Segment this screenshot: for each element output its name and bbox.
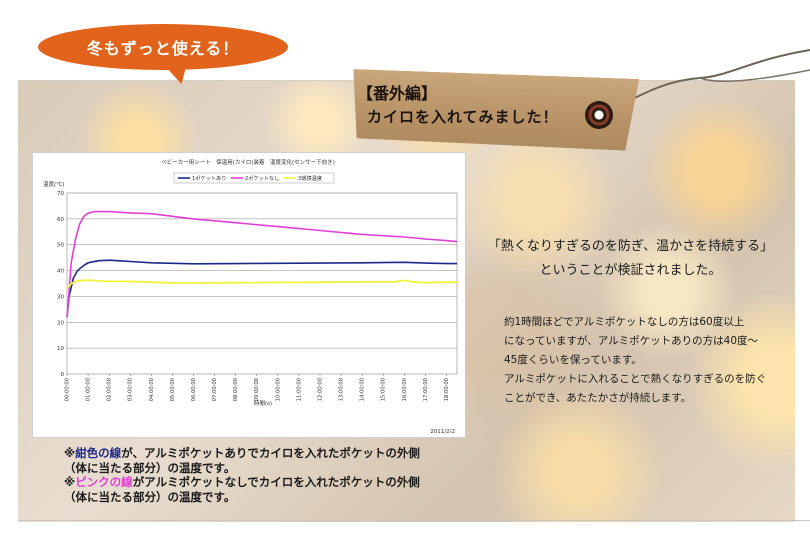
tag-string (609, 49, 810, 111)
series-line (66, 259, 457, 318)
note-1-highlight: 紺色の線 (75, 446, 122, 460)
x-tick-label: 16:00:00 (402, 378, 408, 401)
x-tick-label: 18:00:00 (444, 378, 450, 401)
right-margin (795, 80, 810, 522)
description-text: 約1時間ほどでアルミポケットなしの方は60度以上 になっていますが、アルミポケッ… (504, 313, 794, 408)
panel-bottom-border (18, 520, 810, 521)
chart-y-axis-label: 温度(℃) (43, 180, 64, 188)
legend-label: 2ポケットなし (245, 174, 279, 182)
y-tick-label: 20 (57, 320, 64, 326)
x-tick-label: 06:00:00 (191, 378, 197, 401)
x-tick-label: 00:00:00 (65, 378, 71, 401)
callout-line-2: ということが検証されました。 (539, 263, 722, 278)
temperature-chart: ベビーカー用シート 保温用(カイロ)装着 温度変化(センサー下向き) 温度(℃)… (32, 152, 466, 438)
note-2-highlight: ピンクの線 (75, 475, 133, 489)
x-tick-label: 07:00:00 (212, 378, 218, 401)
plot-area (66, 192, 458, 375)
chart-x-axis-label: 時間(s) (254, 399, 272, 407)
y-tick-label: 60 (57, 217, 64, 223)
y-tick-label: 30 (57, 294, 64, 300)
legend-label: 1ポケットあり (192, 174, 226, 182)
x-tick-label: 02:00:00 (107, 378, 113, 401)
x-tick-label: 01:00:00 (86, 378, 92, 401)
chart-title: ベビーカー用シート 保温用(カイロ)装着 温度変化(センサー下向き) (161, 158, 335, 166)
x-tick-label: 11:00:00 (296, 378, 302, 401)
chart-svg: ベビーカー用シート 保温用(カイロ)装着 温度変化(センサー下向き) 温度(℃)… (43, 158, 458, 435)
note-2-line-2: （体に当たる部分）の温度です。 (64, 489, 236, 504)
y-tick-label: 10 (57, 346, 64, 352)
x-tick-label: 08:00:00 (233, 378, 239, 401)
note-1-prefix: ※ (64, 446, 76, 460)
speech-bubble: 冬もずっと使える！ (38, 24, 288, 70)
note-2-rest: がアルミポケットなしでカイロを入れたポケットの外側 (132, 475, 420, 489)
y-tick-label: 50 (57, 243, 64, 249)
legend-box (173, 172, 335, 184)
note-1-rest: が、アルミポケットありでカイロを入れたポケットの外側 (121, 446, 420, 460)
y-tick-label: 40 (57, 269, 64, 275)
description-line: 45度くらいを保っています。 (504, 354, 642, 366)
series-line (66, 279, 457, 290)
tag-heading: 【番外編】 (357, 84, 438, 103)
tag-grommet-icon (585, 101, 613, 129)
description-line: 約1時間ほどでアルミポケットなしの方は60度以上 (504, 316, 745, 328)
note-2-line-1: ※ピンクの線がアルミポケットなしでカイロを入れたポケットの外側 (64, 475, 484, 490)
series-line (66, 210, 458, 318)
speech-bubble-text: 冬もずっと使える！ (86, 39, 240, 58)
y-tick-label: 70 (57, 191, 64, 197)
callout-text: 「熱くなりすぎるのを防ぎ、温かさを持続する」 ということが検証されました。 (458, 235, 803, 283)
chart-notes: ※紺色の線が、アルミポケットありでカイロを入れたポケットの外側 （体に当たる部分… (64, 446, 484, 504)
description-line: ことができ、あたたかさが持続します。 (504, 392, 692, 404)
x-tick-label: 12:00:00 (317, 378, 323, 401)
x-tick-label: 13:00:00 (339, 378, 345, 401)
x-tick-label: 14:00:00 (360, 378, 366, 401)
description-line: アルミポケットに入れることで熱くなりすぎるのを防ぐ (504, 373, 767, 385)
description-line: になっていますが、アルミポケットありの方は40度～ (504, 335, 759, 347)
x-tick-label: 17:00:00 (423, 378, 429, 401)
x-tick-label: 05:00:00 (170, 378, 176, 401)
callout-line-1: 「熱くなりすぎるのを防ぎ、温かさを持続する」 (487, 239, 774, 254)
tag-subheading: カイロを入れてみました！ (367, 108, 559, 126)
x-tick-label: 09:00:00 (254, 378, 260, 401)
note-1-line-2: （体に当たる部分）の温度です。 (64, 460, 236, 475)
x-tick-label: 03:00:00 (128, 378, 134, 401)
note-1-line-1: ※紺色の線が、アルミポケットありでカイロを入れたポケットの外側 (64, 446, 484, 461)
x-tick-label: 10:00:00 (275, 378, 281, 401)
y-tick-label: 0 (61, 372, 65, 378)
legend-label: 3環境温度 (298, 174, 322, 182)
note-2-prefix: ※ (64, 475, 76, 489)
chart-date-note: 2011/2/2 (430, 429, 455, 435)
x-tick-label: 04:00:00 (149, 378, 155, 401)
x-tick-label: 15:00:00 (381, 378, 387, 401)
